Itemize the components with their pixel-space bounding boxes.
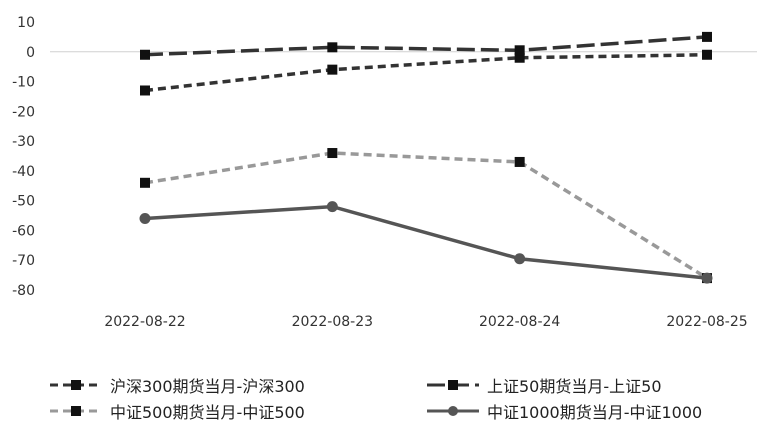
y-tick-label: -10 bbox=[12, 75, 35, 91]
legend-item-zz500: 中证500期货当月-中证500 bbox=[48, 400, 305, 422]
data-point bbox=[327, 148, 338, 159]
x-tick-label: 2022-08-25 bbox=[666, 314, 747, 330]
y-tick-label: -50 bbox=[12, 194, 35, 210]
data-point bbox=[327, 64, 338, 75]
data-point bbox=[514, 156, 525, 167]
data-point bbox=[702, 31, 712, 42]
data-point bbox=[139, 213, 151, 225]
data-point bbox=[702, 49, 712, 60]
series-line-3 bbox=[144, 204, 708, 280]
data-point bbox=[140, 177, 150, 188]
legend-item-zz1000: 中证1000期货当月-中证1000 bbox=[425, 400, 702, 422]
y-tick-label: -80 bbox=[12, 283, 35, 299]
y-tick-label: -20 bbox=[12, 104, 35, 120]
data-point bbox=[326, 201, 338, 213]
data-point bbox=[327, 42, 338, 53]
x-tick-label: 2022-08-23 bbox=[292, 314, 373, 330]
legend-swatch-zz1000 bbox=[427, 406, 479, 416]
y-tick-label: -30 bbox=[12, 134, 35, 150]
legend-label-zz500: 中证500期货当月-中证500 bbox=[110, 403, 305, 422]
data-point bbox=[514, 45, 525, 56]
legend: 沪深300期货当月-沪深300 上证50期货当月-上证50 中证500期货当月-… bbox=[0, 368, 761, 428]
y-tick-label: -40 bbox=[12, 164, 35, 180]
legend-item-hs300: 沪深300期货当月-沪深300 bbox=[48, 374, 305, 396]
legend-label-sz50: 上证50期货当月-上证50 bbox=[487, 377, 662, 396]
y-tick-label: 10 bbox=[17, 15, 35, 31]
y-tick-label: -60 bbox=[12, 223, 35, 239]
data-point bbox=[140, 85, 150, 96]
y-tick-label: -70 bbox=[12, 253, 35, 269]
data-point bbox=[701, 272, 713, 284]
legend-swatch-zz500 bbox=[50, 406, 102, 416]
line-chart: 10 0 -10 -20 -30 -40 -50 -60 -70 -80 2022-08-22 202… bbox=[12, 15, 757, 330]
legend-label-hs300: 沪深300期货当月-沪深300 bbox=[110, 377, 305, 396]
series-line-1 bbox=[144, 35, 708, 57]
x-tick-label: 2022-08-24 bbox=[479, 314, 560, 330]
series-line-2 bbox=[144, 151, 708, 280]
legend-swatch-sz50 bbox=[427, 380, 479, 390]
x-tick-label: 2022-08-22 bbox=[104, 314, 185, 330]
data-point bbox=[514, 52, 525, 63]
series-line-0 bbox=[144, 53, 708, 93]
y-tick-label: 0 bbox=[26, 45, 35, 61]
data-point bbox=[140, 49, 150, 60]
data-point bbox=[514, 253, 526, 265]
legend-item-sz50: 上证50期货当月-上证50 bbox=[425, 374, 662, 396]
legend-swatch-hs300 bbox=[50, 380, 102, 390]
legend-label-zz1000: 中证1000期货当月-中证1000 bbox=[487, 403, 703, 422]
